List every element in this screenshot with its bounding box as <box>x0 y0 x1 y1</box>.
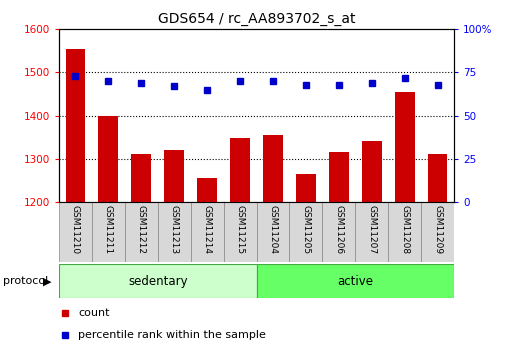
Bar <box>66 49 85 202</box>
FancyBboxPatch shape <box>59 202 92 262</box>
FancyBboxPatch shape <box>388 202 421 262</box>
Text: percentile rank within the sample: percentile rank within the sample <box>78 330 266 340</box>
FancyBboxPatch shape <box>59 264 256 298</box>
Bar <box>394 92 415 202</box>
Bar <box>428 155 447 202</box>
Text: GSM11212: GSM11212 <box>137 205 146 254</box>
Bar <box>131 155 151 202</box>
Bar <box>296 174 315 202</box>
FancyBboxPatch shape <box>289 202 322 262</box>
Text: GSM11213: GSM11213 <box>170 205 179 254</box>
Text: GSM11210: GSM11210 <box>71 205 80 254</box>
Text: active: active <box>337 275 373 288</box>
FancyBboxPatch shape <box>355 202 388 262</box>
Text: GSM11205: GSM11205 <box>301 205 310 254</box>
FancyBboxPatch shape <box>256 202 289 262</box>
FancyBboxPatch shape <box>224 202 256 262</box>
Bar <box>197 178 217 202</box>
Bar <box>362 141 382 202</box>
Text: GSM11211: GSM11211 <box>104 205 113 254</box>
FancyBboxPatch shape <box>256 264 454 298</box>
FancyBboxPatch shape <box>158 202 191 262</box>
Text: GSM11209: GSM11209 <box>433 205 442 254</box>
FancyBboxPatch shape <box>125 202 158 262</box>
Text: sedentary: sedentary <box>128 275 188 288</box>
Bar <box>329 152 349 202</box>
Text: GSM11214: GSM11214 <box>203 205 212 254</box>
FancyBboxPatch shape <box>322 202 355 262</box>
Text: GSM11208: GSM11208 <box>400 205 409 254</box>
Text: protocol: protocol <box>3 276 48 286</box>
Text: GSM11215: GSM11215 <box>235 205 245 254</box>
FancyBboxPatch shape <box>421 202 454 262</box>
Bar <box>263 135 283 202</box>
Text: GSM11204: GSM11204 <box>268 205 278 254</box>
Title: GDS654 / rc_AA893702_s_at: GDS654 / rc_AA893702_s_at <box>158 11 355 26</box>
Text: GSM11207: GSM11207 <box>367 205 376 254</box>
Bar <box>230 138 250 202</box>
Text: ▶: ▶ <box>43 276 51 286</box>
Bar <box>98 116 118 202</box>
Bar <box>164 150 184 202</box>
Text: GSM11206: GSM11206 <box>334 205 343 254</box>
Text: count: count <box>78 308 109 318</box>
FancyBboxPatch shape <box>191 202 224 262</box>
FancyBboxPatch shape <box>92 202 125 262</box>
